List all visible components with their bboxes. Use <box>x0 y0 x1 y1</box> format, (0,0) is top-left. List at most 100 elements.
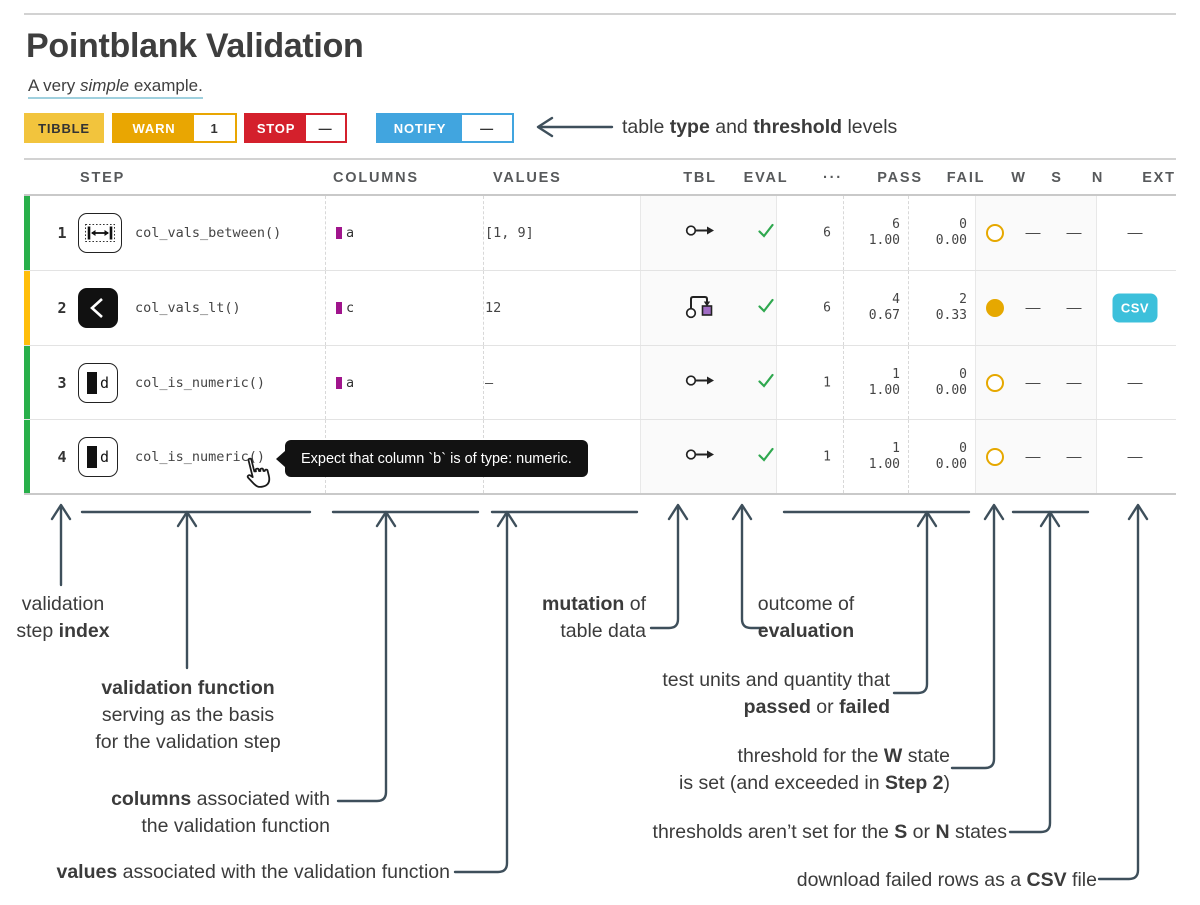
validation-function-name[interactable]: col_is_numeric() <box>135 374 266 391</box>
page-title: Pointblank Validation <box>26 27 364 65</box>
severity-bar <box>24 346 30 419</box>
between-icon <box>78 213 122 253</box>
test-units-cell: 6 <box>823 225 831 241</box>
column-header-tbl: TBL <box>683 170 717 186</box>
columns-cell: a <box>336 375 354 391</box>
report-subtitle: A very simple example. <box>28 76 203 99</box>
warn-state-ring-icon <box>986 447 1004 466</box>
column-divider <box>843 420 844 493</box>
test-units-cell: 6 <box>823 300 831 316</box>
stop-badge-label: STOP <box>246 115 306 141</box>
validation-function-name[interactable]: col_vals_between() <box>135 225 282 241</box>
notify-state-cell: — <box>1066 448 1082 465</box>
annotation-outcome: outcome of evaluation <box>757 593 855 642</box>
csv-download-button[interactable]: CSV <box>1112 293 1158 323</box>
pass-cell: 6 1.00 <box>868 217 900 248</box>
notify-state-cell: — <box>1066 299 1082 317</box>
annotation-columns: columns associated with the validation f… <box>111 788 330 837</box>
values-cell: [1, 9] <box>485 225 534 241</box>
table-row: 3 d col_is_numeric() a — 1 1 1.00 0 0.00 <box>24 346 1176 420</box>
table-type-badge: TIBBLE <box>24 113 104 143</box>
stop-state-cell: — <box>1025 448 1041 465</box>
severity-bar <box>24 420 30 493</box>
badges-annotation-label: table type and threshold levels <box>622 116 898 138</box>
column-chip-icon <box>336 302 342 314</box>
table-row: 1 col_vals_between() a [1, 9] <box>24 196 1176 271</box>
column-chip-icon <box>336 376 342 389</box>
validation-function-name[interactable]: col_vals_lt() <box>135 300 241 316</box>
column-divider <box>843 196 844 270</box>
column-chip-icon <box>336 227 342 239</box>
column-divider <box>325 346 326 419</box>
check-icon <box>758 447 775 467</box>
column-header-s: S <box>1051 170 1063 186</box>
warn-badge-value: 1 <box>194 115 235 141</box>
column-name: a <box>346 225 355 241</box>
column-divider <box>483 271 484 345</box>
column-header-w: W <box>1011 170 1027 186</box>
check-icon <box>758 223 775 243</box>
values-cell: — <box>485 374 494 391</box>
table-header-row: STEP COLUMNS VALUES TBL EVAL ··· PASS FA… <box>24 158 1176 196</box>
top-divider <box>24 13 1176 15</box>
column-name: c <box>346 300 355 316</box>
column-header-ext: EXT <box>1142 170 1176 186</box>
step-number: 1 <box>57 224 67 242</box>
column-divider <box>908 271 909 345</box>
step-number: 3 <box>57 373 67 392</box>
column-header-fail: FAIL <box>946 170 986 186</box>
notify-state-cell: — <box>1066 224 1082 242</box>
extract-cell: — <box>1127 374 1143 391</box>
less-than-icon <box>78 288 118 328</box>
fail-cell: 2 0.33 <box>935 292 967 323</box>
annotation-mutation: mutation of table data <box>541 593 646 642</box>
tooltip: Expect that column `b` is of type: numer… <box>285 440 588 477</box>
numeric-icon: d <box>78 436 118 477</box>
no-mutation-icon <box>685 444 715 469</box>
annotation-test-units: test units and quantity that passed or f… <box>662 669 890 718</box>
column-header-pass: PASS <box>877 170 923 186</box>
column-header-units: ··· <box>823 170 843 186</box>
column-divider <box>843 346 844 419</box>
values-cell: 12 <box>485 300 502 316</box>
stop-state-cell: — <box>1025 374 1041 391</box>
table-row: 4 d col_is_numeric() 1 1 1.00 0 0.00 — —… <box>24 420 1176 495</box>
stop-state-cell: — <box>1025 224 1041 242</box>
pass-cell: 1 1.00 <box>868 440 900 472</box>
check-icon <box>758 298 775 318</box>
severity-bar <box>24 271 30 345</box>
column-divider <box>843 271 844 345</box>
stop-threshold-badge: STOP — <box>244 113 347 143</box>
column-divider <box>908 196 909 270</box>
columns-cell: c <box>336 300 354 316</box>
stop-state-cell: — <box>1025 299 1041 317</box>
validation-function-name[interactable]: col_is_numeric() <box>135 448 266 465</box>
extract-cell: — <box>1127 448 1143 465</box>
test-units-cell: 1 <box>823 375 831 390</box>
notify-badge-value: — <box>462 115 512 141</box>
no-mutation-icon <box>685 370 715 395</box>
warn-badge-label: WARN <box>114 115 194 141</box>
pass-cell: 4 0.67 <box>868 292 900 323</box>
pass-cell: 1 1.00 <box>868 366 900 398</box>
column-header-values: VALUES <box>493 170 562 186</box>
notify-badge-label: NOTIFY <box>378 115 462 141</box>
stop-badge-value: — <box>306 115 345 141</box>
column-divider <box>908 346 909 419</box>
column-divider <box>483 196 484 270</box>
table-row: 2 col_vals_lt() c 12 6 4 0.67 2 <box>24 271 1176 346</box>
check-icon <box>758 373 775 393</box>
column-name: a <box>346 374 355 391</box>
severity-bar <box>24 196 30 270</box>
column-divider <box>325 196 326 270</box>
mutation-icon <box>685 291 715 325</box>
test-units-cell: 1 <box>823 449 831 464</box>
fail-cell: 0 0.00 <box>935 217 967 248</box>
annotation-w-threshold: threshold for the W state is set (and ex… <box>679 745 950 794</box>
extract-cell: — <box>1127 224 1143 242</box>
column-divider <box>483 346 484 419</box>
annotation-csv-download: download failed rows as a CSV file <box>796 869 1097 891</box>
fail-cell: 0 0.00 <box>935 366 967 398</box>
columns-cell: a <box>336 225 354 241</box>
